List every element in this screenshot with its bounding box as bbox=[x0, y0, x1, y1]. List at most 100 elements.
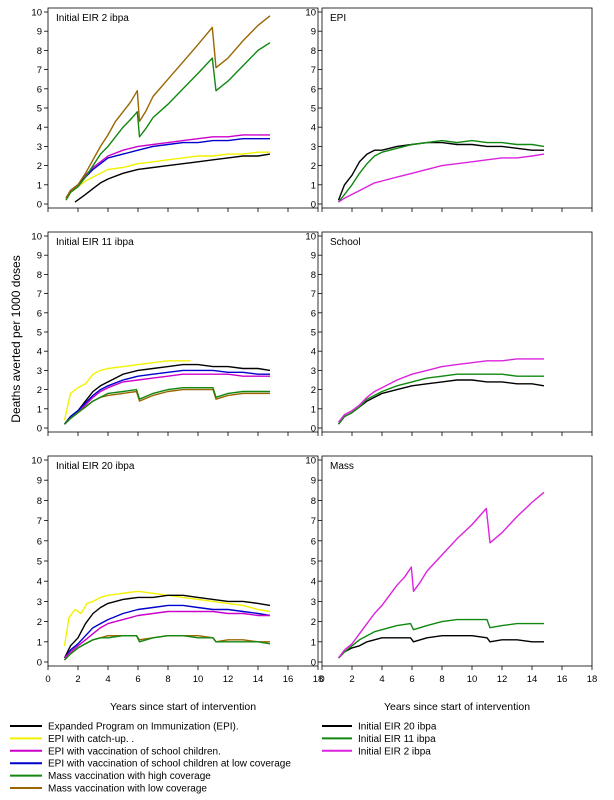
y-tick-label: 4 bbox=[37, 123, 42, 134]
y-tick-label: 6 bbox=[311, 308, 316, 319]
x-tick-label: 16 bbox=[557, 674, 568, 685]
y-tick-label: 4 bbox=[311, 347, 316, 358]
y-tick-label: 6 bbox=[37, 536, 42, 547]
panel-top-left: Initial EIR 2 ibpa 0 1 2 3 4 5 6 7 8 9 10 bbox=[31, 7, 319, 212]
x-tick-label: 2 bbox=[75, 674, 80, 685]
y-tick-label: 6 bbox=[311, 536, 316, 547]
y-tick-label: 1 bbox=[37, 637, 42, 648]
y-tick-label: 5 bbox=[311, 328, 316, 339]
y-tick-label: 4 bbox=[311, 123, 316, 134]
y-tick-label: 8 bbox=[311, 496, 316, 507]
y-tick-label: 10 bbox=[31, 456, 42, 467]
y-tick-label: 9 bbox=[37, 27, 42, 38]
y-tick-label: 1 bbox=[37, 180, 42, 191]
panel-frame bbox=[321, 455, 593, 667]
panel-title: School bbox=[330, 237, 361, 248]
panel-title: EPI bbox=[330, 13, 346, 24]
series-line-6 bbox=[64, 387, 270, 425]
series-line-4 bbox=[64, 373, 270, 425]
x-tick-label: 8 bbox=[165, 674, 170, 685]
y-tick-label: 1 bbox=[311, 637, 316, 648]
y-tick-label: 6 bbox=[311, 84, 316, 95]
y-tick-label: 0 bbox=[311, 424, 316, 435]
y-tick-label: 9 bbox=[37, 476, 42, 487]
x-tick-label: 8 bbox=[439, 674, 444, 685]
y-tick-label: 4 bbox=[37, 577, 42, 588]
x-tick-label: 12 bbox=[497, 674, 508, 685]
y-tick-label: 1 bbox=[311, 180, 316, 191]
x-tick-label: 14 bbox=[527, 674, 538, 685]
x-tick-label: 18 bbox=[587, 674, 598, 685]
y-tick-label: 7 bbox=[37, 516, 42, 527]
y-tick-label: 0 bbox=[311, 200, 316, 211]
y-tick-label: 10 bbox=[305, 8, 316, 19]
panel-frame bbox=[321, 7, 593, 209]
x-tick-label: 10 bbox=[467, 674, 478, 685]
series-line-3 bbox=[337, 358, 544, 423]
y-tick-label: 8 bbox=[37, 270, 42, 281]
series-line-6 bbox=[65, 15, 271, 199]
series-line-1 bbox=[74, 153, 271, 203]
y-tick-label: 4 bbox=[37, 347, 42, 358]
y-tick-label: 9 bbox=[37, 251, 42, 262]
y-tick-label: 5 bbox=[311, 557, 316, 568]
y-tick-label: 7 bbox=[311, 289, 316, 300]
series-line-2 bbox=[63, 594, 271, 659]
panel-title: Mass bbox=[330, 461, 354, 472]
y-tick-label: 5 bbox=[37, 104, 42, 115]
y-tick-label: 8 bbox=[311, 46, 316, 57]
y-tick-label: 3 bbox=[311, 597, 316, 608]
y-tick-label: 10 bbox=[305, 456, 316, 467]
y-tick-label: 3 bbox=[37, 366, 42, 377]
legend-label: Initial EIR 2 ibpa bbox=[358, 746, 431, 757]
y-tick-label: 3 bbox=[311, 366, 316, 377]
series-line-1 bbox=[338, 635, 544, 659]
panel-title: Initial EIR 11 ibpa bbox=[56, 237, 134, 248]
y-tick-label: 8 bbox=[311, 270, 316, 281]
y-tick-label: 7 bbox=[311, 65, 316, 76]
series-line-2 bbox=[337, 139, 545, 203]
series-line-1 bbox=[63, 360, 191, 421]
x-tick-label: 4 bbox=[105, 674, 110, 685]
x-tick-label: 14 bbox=[253, 674, 264, 685]
y-tick-label: 5 bbox=[37, 557, 42, 568]
y-tick-label: 6 bbox=[37, 84, 42, 95]
y-tick-label: 1 bbox=[311, 404, 316, 415]
legend-label: Initial EIR 11 ibpa bbox=[358, 734, 436, 745]
series-line-3 bbox=[338, 153, 545, 203]
y-tick-label: 3 bbox=[311, 142, 316, 153]
panel-top-right: EPI 0 1 2 3 4 5 6 7 8 9 10 bbox=[305, 7, 593, 212]
x-tick-label: 6 bbox=[409, 674, 414, 685]
y-tick-label: 1 bbox=[37, 404, 42, 415]
y-axis-label: Deaths averted per 1000 doses bbox=[9, 255, 23, 422]
legend-label: Mass vaccination with high coverage bbox=[48, 771, 211, 782]
y-tick-label: 2 bbox=[311, 385, 316, 396]
y-tick-label: 10 bbox=[305, 232, 316, 243]
series-line-5 bbox=[65, 42, 271, 201]
y-tick-label: 0 bbox=[311, 658, 316, 669]
panel-title: Initial EIR 2 ibpa bbox=[56, 13, 129, 24]
series-line-6 bbox=[64, 635, 271, 661]
y-tick-label: 9 bbox=[311, 27, 316, 38]
y-tick-label: 7 bbox=[37, 289, 42, 300]
panel-frame bbox=[47, 455, 319, 667]
series-line-2 bbox=[65, 151, 270, 201]
legend-label: Expanded Program on Immunization (EPI). bbox=[48, 722, 239, 733]
y-tick-label: 0 bbox=[37, 658, 42, 669]
y-tick-label: 10 bbox=[31, 232, 42, 243]
y-tick-label: 3 bbox=[37, 597, 42, 608]
y-tick-label: 2 bbox=[37, 385, 42, 396]
panel-title: Initial EIR 20 ibpa bbox=[56, 461, 135, 472]
legend-label: Mass vaccination with low coverage bbox=[48, 784, 207, 795]
y-tick-label: 2 bbox=[311, 161, 316, 172]
x-axis-label-right: Years since start of intervention bbox=[384, 701, 530, 713]
y-tick-label: 8 bbox=[37, 46, 42, 57]
legend-label: EPI with vaccination of school children. bbox=[48, 746, 221, 757]
y-tick-label: 3 bbox=[37, 142, 42, 153]
panel-frame bbox=[47, 7, 319, 209]
